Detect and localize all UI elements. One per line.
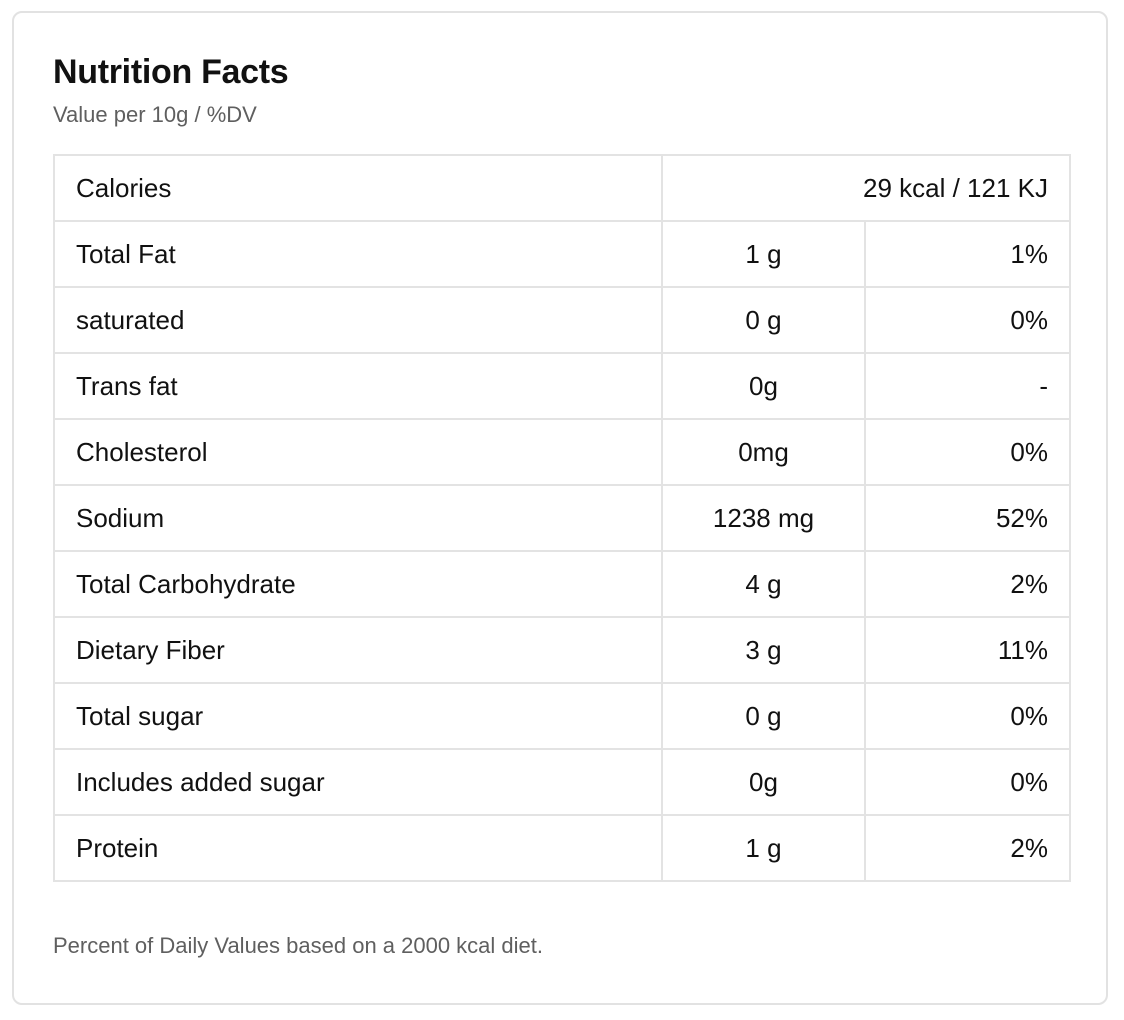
nutrient-row: Dietary Fiber 3 g 11% [53,616,1071,684]
nutrient-name: Sodium [53,484,663,552]
nutrient-row: Total Fat 1 g 1% [53,220,1071,288]
nutrient-name: Total Fat [53,220,663,288]
nutrient-dv: 2% [864,550,1071,618]
nutrient-amount: 0g [661,352,866,420]
nutrition-title: Nutrition Facts [53,53,289,91]
calories-label: Calories [53,154,663,222]
nutrient-row: Trans fat 0g - [53,352,1071,420]
nutrient-dv: 0% [864,286,1071,354]
nutrient-name: Total Carbohydrate [53,550,663,618]
nutrient-name: Dietary Fiber [53,616,663,684]
nutrient-name: Trans fat [53,352,663,420]
nutrient-dv: 11% [864,616,1071,684]
nutrient-row: Total sugar 0 g 0% [53,682,1071,750]
nutrient-amount: 0 g [661,286,866,354]
nutrient-dv: 52% [864,484,1071,552]
nutrient-dv: 0% [864,748,1071,816]
nutrient-row: Sodium 1238 mg 52% [53,484,1071,552]
nutrient-row: Cholesterol 0mg 0% [53,418,1071,486]
nutrient-amount: 1238 mg [661,484,866,552]
nutrient-dv: - [864,352,1071,420]
nutrient-name: Protein [53,814,663,882]
nutrient-amount: 4 g [661,550,866,618]
nutrient-amount: 0mg [661,418,866,486]
nutrient-row: saturated 0 g 0% [53,286,1071,354]
nutrient-amount: 1 g [661,814,866,882]
nutrient-dv: 0% [864,682,1071,750]
nutrient-amount: 1 g [661,220,866,288]
daily-value-footnote: Percent of Daily Values based on a 2000 … [53,933,544,958]
nutrient-row: Total Carbohydrate 4 g 2% [53,550,1071,618]
nutrient-name: Total sugar [53,682,663,750]
nutrient-amount: 0 g [661,682,866,750]
calories-row: Calories 29 kcal / 121 KJ [53,154,1071,222]
nutrient-row: Protein 1 g 2% [53,814,1071,882]
nutrient-dv: 2% [864,814,1071,882]
nutrient-amount: 3 g [661,616,866,684]
nutrient-name: Includes added sugar [53,748,663,816]
nutrient-amount: 0g [661,748,866,816]
nutrient-name: saturated [53,286,663,354]
nutrient-dv: 0% [864,418,1071,486]
nutrient-name: Cholesterol [53,418,663,486]
nutrient-dv: 1% [864,220,1071,288]
serving-subtitle: Value per 10g / %DV [53,102,257,127]
nutrition-table: Calories 29 kcal / 121 KJ Total Fat 1 g … [53,154,1071,882]
calories-value: 29 kcal / 121 KJ [661,154,1071,222]
nutrient-row: Includes added sugar 0g 0% [53,748,1071,816]
